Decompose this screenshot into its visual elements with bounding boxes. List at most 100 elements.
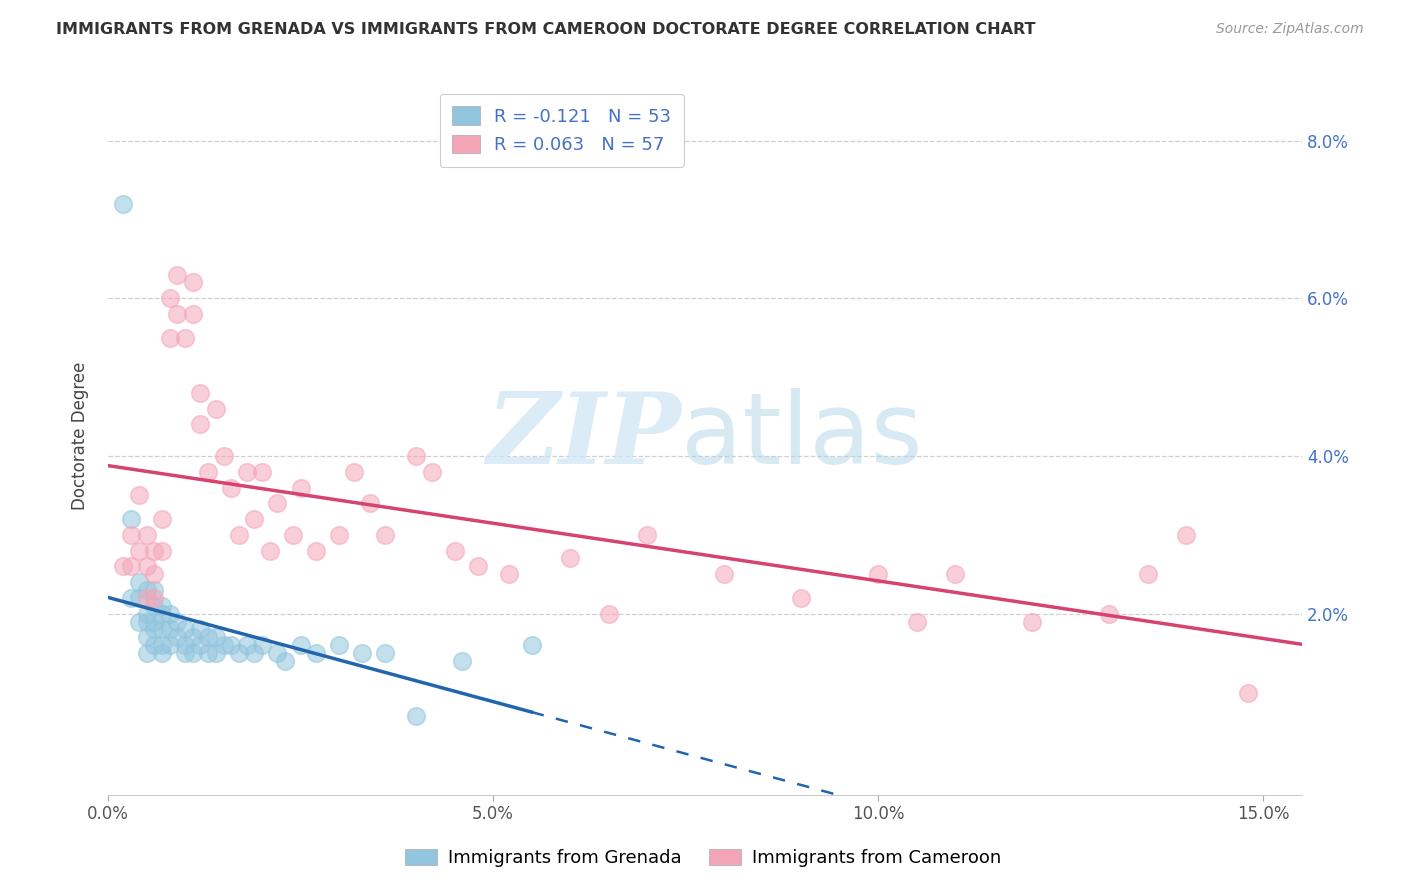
Point bbox=[250, 465, 273, 479]
Point bbox=[135, 646, 157, 660]
Point bbox=[405, 709, 427, 723]
Point bbox=[305, 646, 328, 660]
Legend: R = -0.121   N = 53, R = 0.063   N = 57: R = -0.121 N = 53, R = 0.063 N = 57 bbox=[440, 94, 683, 167]
Point bbox=[197, 646, 219, 660]
Point bbox=[868, 567, 890, 582]
Point bbox=[290, 638, 312, 652]
Point bbox=[166, 615, 188, 629]
Point bbox=[143, 623, 166, 637]
Point bbox=[128, 591, 150, 605]
Point bbox=[166, 307, 188, 321]
Point bbox=[120, 528, 142, 542]
Point bbox=[143, 591, 166, 605]
Point bbox=[150, 512, 173, 526]
Point bbox=[219, 481, 242, 495]
Point bbox=[181, 646, 204, 660]
Point bbox=[150, 646, 173, 660]
Point bbox=[135, 631, 157, 645]
Point bbox=[212, 449, 235, 463]
Point bbox=[451, 654, 474, 668]
Point bbox=[135, 528, 157, 542]
Point bbox=[181, 307, 204, 321]
Point bbox=[266, 646, 288, 660]
Point bbox=[343, 465, 366, 479]
Point bbox=[290, 481, 312, 495]
Point bbox=[560, 551, 582, 566]
Point bbox=[266, 496, 288, 510]
Y-axis label: Doctorate Degree: Doctorate Degree bbox=[72, 362, 89, 510]
Point bbox=[305, 543, 328, 558]
Point bbox=[212, 638, 235, 652]
Point bbox=[905, 615, 928, 629]
Point bbox=[135, 582, 157, 597]
Point bbox=[135, 559, 157, 574]
Text: IMMIGRANTS FROM GRENADA VS IMMIGRANTS FROM CAMEROON DOCTORATE DEGREE CORRELATION: IMMIGRANTS FROM GRENADA VS IMMIGRANTS FR… bbox=[56, 22, 1036, 37]
Point bbox=[143, 615, 166, 629]
Point bbox=[143, 638, 166, 652]
Point bbox=[112, 559, 135, 574]
Text: ZIP: ZIP bbox=[486, 388, 681, 484]
Point bbox=[174, 623, 197, 637]
Point bbox=[598, 607, 620, 621]
Point bbox=[228, 646, 250, 660]
Point bbox=[174, 331, 197, 345]
Point bbox=[205, 631, 228, 645]
Point bbox=[143, 543, 166, 558]
Point bbox=[498, 567, 520, 582]
Point bbox=[219, 638, 242, 652]
Point bbox=[636, 528, 658, 542]
Text: Source: ZipAtlas.com: Source: ZipAtlas.com bbox=[1216, 22, 1364, 37]
Point bbox=[328, 528, 350, 542]
Point bbox=[374, 646, 396, 660]
Point bbox=[205, 646, 228, 660]
Point bbox=[190, 623, 212, 637]
Point bbox=[174, 638, 197, 652]
Point bbox=[1175, 528, 1198, 542]
Point bbox=[181, 631, 204, 645]
Point bbox=[159, 623, 181, 637]
Point bbox=[197, 631, 219, 645]
Point bbox=[150, 543, 173, 558]
Point bbox=[943, 567, 966, 582]
Point bbox=[359, 496, 381, 510]
Point bbox=[143, 599, 166, 613]
Point bbox=[190, 385, 212, 400]
Point bbox=[1021, 615, 1043, 629]
Point bbox=[143, 567, 166, 582]
Point bbox=[120, 559, 142, 574]
Point bbox=[190, 638, 212, 652]
Point bbox=[150, 607, 173, 621]
Point bbox=[235, 465, 257, 479]
Point bbox=[443, 543, 465, 558]
Point bbox=[467, 559, 489, 574]
Point bbox=[520, 638, 543, 652]
Point bbox=[128, 543, 150, 558]
Point bbox=[181, 276, 204, 290]
Point bbox=[143, 582, 166, 597]
Point bbox=[120, 512, 142, 526]
Legend: Immigrants from Grenada, Immigrants from Cameroon: Immigrants from Grenada, Immigrants from… bbox=[398, 841, 1008, 874]
Point bbox=[159, 331, 181, 345]
Point bbox=[281, 528, 304, 542]
Point bbox=[197, 465, 219, 479]
Point bbox=[135, 607, 157, 621]
Point bbox=[790, 591, 813, 605]
Point bbox=[128, 488, 150, 502]
Point bbox=[112, 196, 135, 211]
Point bbox=[135, 591, 157, 605]
Text: atlas: atlas bbox=[681, 388, 922, 484]
Point bbox=[235, 638, 257, 652]
Point bbox=[150, 599, 173, 613]
Point bbox=[250, 638, 273, 652]
Point bbox=[166, 268, 188, 282]
Point bbox=[174, 646, 197, 660]
Point bbox=[1136, 567, 1159, 582]
Point bbox=[328, 638, 350, 652]
Point bbox=[243, 512, 266, 526]
Point bbox=[274, 654, 297, 668]
Point bbox=[128, 615, 150, 629]
Point bbox=[135, 615, 157, 629]
Point bbox=[259, 543, 281, 558]
Point bbox=[228, 528, 250, 542]
Point bbox=[159, 638, 181, 652]
